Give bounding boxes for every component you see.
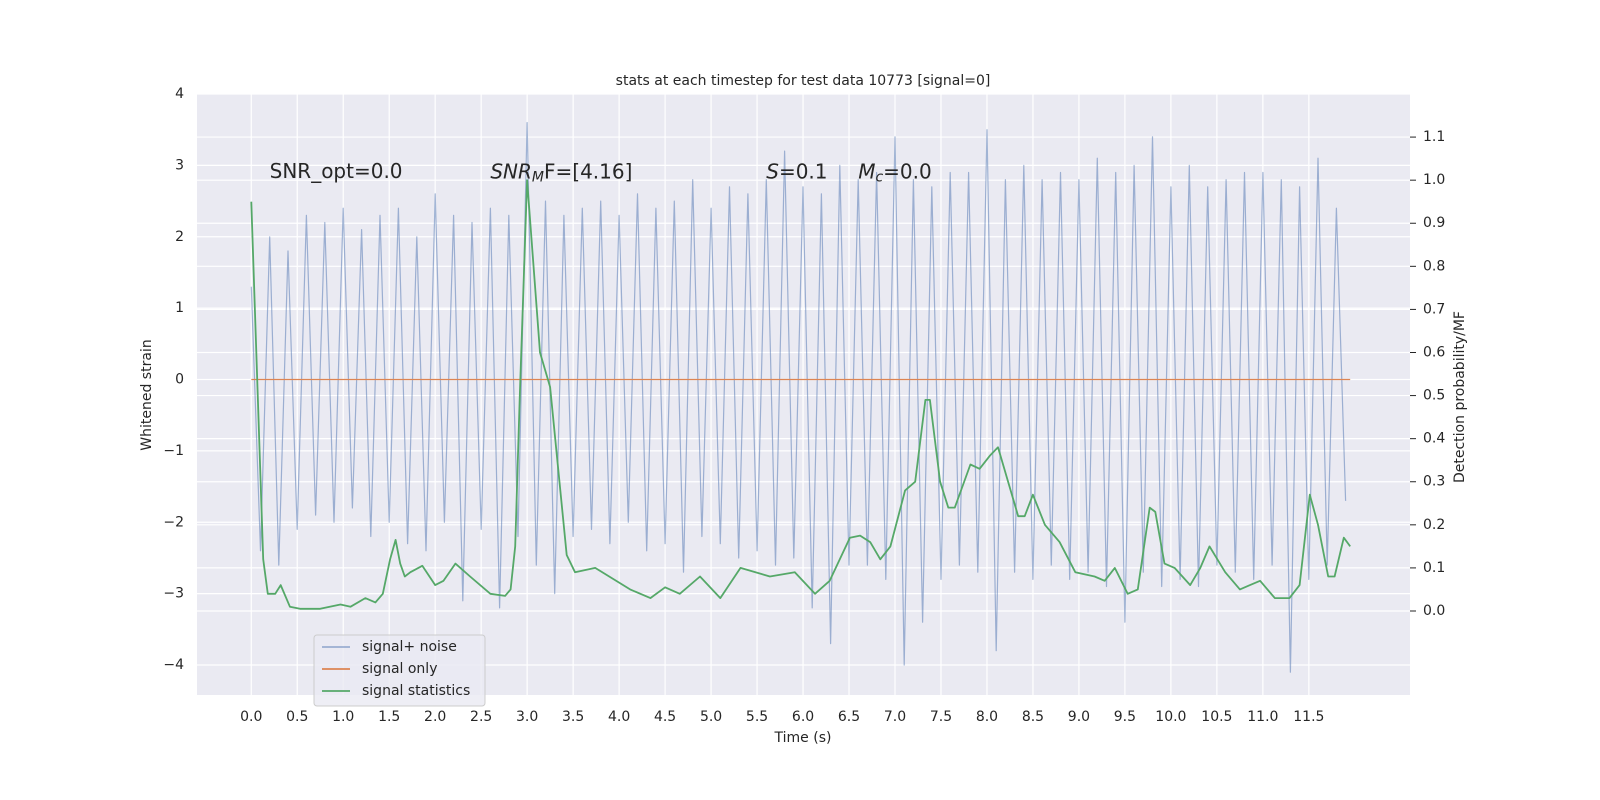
x-tick-label: 8.0: [976, 709, 998, 725]
x-tick-label: 9.5: [1114, 709, 1136, 725]
annotation: S=0.1: [766, 159, 827, 183]
x-tick-label: 0.5: [286, 709, 308, 725]
y-tick-label: −1: [163, 443, 184, 459]
series-line: [250, 179, 1351, 610]
y2-tick-label: 0.8: [1423, 258, 1445, 274]
x-tick-label: 3.0: [516, 709, 538, 725]
y-tick-label: 2: [175, 229, 184, 245]
annotation-sub: c: [875, 170, 883, 186]
annotation-rest: F=[4.16]: [544, 159, 632, 183]
y2-tick-label: 0.5: [1423, 388, 1445, 404]
annotation-sub: M: [532, 170, 544, 186]
x-tick-label: 6.5: [838, 709, 860, 725]
annotation: Mc=0.0: [858, 159, 932, 186]
legend-box: [313, 634, 486, 707]
x-tick-label: 8.5: [1022, 709, 1044, 725]
x-tick-label: 1.0: [332, 709, 354, 725]
x-tick-label: 4.0: [608, 709, 630, 725]
x-tick-label: 2.5: [470, 709, 492, 725]
y2-tick-label: 0.6: [1423, 344, 1445, 360]
x-tick-label: 10.5: [1201, 709, 1232, 725]
y2-tick-label: 0.9: [1423, 215, 1445, 231]
x-axis-label: Time (s): [774, 730, 832, 746]
x-tick-label: 3.5: [562, 709, 584, 725]
y-tick-label: −2: [163, 514, 184, 530]
x-tick-label: 7.0: [884, 709, 906, 725]
y2-tick-label: 0.4: [1423, 431, 1445, 447]
series-line: [250, 122, 1347, 673]
y-axis-label: Whitened strain: [139, 339, 155, 450]
x-tick-label: 2.0: [424, 709, 446, 725]
y2-tick-label: 1.0: [1423, 172, 1445, 188]
annotation-main: M: [858, 159, 875, 183]
y2-axis-label: Detection probability/MF: [1452, 311, 1468, 483]
y-tick-label: 0: [175, 372, 184, 388]
y-tick-label: 1: [175, 300, 184, 316]
legend-label: signal statistics: [362, 683, 470, 699]
annotation-rest: =0.1: [779, 159, 828, 183]
y-tick-label: 4: [175, 86, 184, 102]
legend-label: signal only: [362, 661, 437, 677]
annotation-main: SNR: [490, 159, 532, 183]
x-tick-label: 11.0: [1247, 709, 1278, 725]
y2-tick-label: 0.2: [1423, 517, 1445, 533]
x-tick-label: 4.5: [654, 709, 676, 725]
x-tick-label: 6.0: [792, 709, 814, 725]
y2-tick-label: 1.1: [1423, 129, 1445, 145]
legend: signal+ noise signal only signal statistic…: [313, 634, 486, 707]
x-tick-label: 7.5: [930, 709, 952, 725]
annotation: SNRMF=[4.16]: [490, 159, 632, 186]
annotation-rest: =0.0: [883, 159, 932, 183]
y2-tick-label: 0.0: [1423, 603, 1445, 619]
x-tick-label: 5.5: [746, 709, 768, 725]
x-tick-label: 0.0: [240, 709, 262, 725]
y-tick-label: 3: [175, 157, 184, 173]
y2-tick-label: 0.1: [1423, 560, 1445, 576]
y2-tick-label: 0.7: [1423, 301, 1445, 317]
x-tick-label: 11.5: [1293, 709, 1324, 725]
chart-title: stats at each timestep for test data 107…: [616, 73, 991, 89]
y-tick-label: −4: [163, 657, 184, 673]
x-tick-label: 9.0: [1068, 709, 1090, 725]
y2-tick-label: 0.3: [1423, 474, 1445, 490]
x-tick-label: 1.5: [378, 709, 400, 725]
x-tick-label: 5.0: [700, 709, 722, 725]
annotation: SNR_opt=0.0: [270, 159, 403, 183]
legend-label: signal+ noise: [362, 639, 457, 655]
y-tick-label: −3: [163, 586, 184, 602]
x-tick-label: 10.0: [1155, 709, 1186, 725]
annotation-main: S: [766, 159, 779, 183]
